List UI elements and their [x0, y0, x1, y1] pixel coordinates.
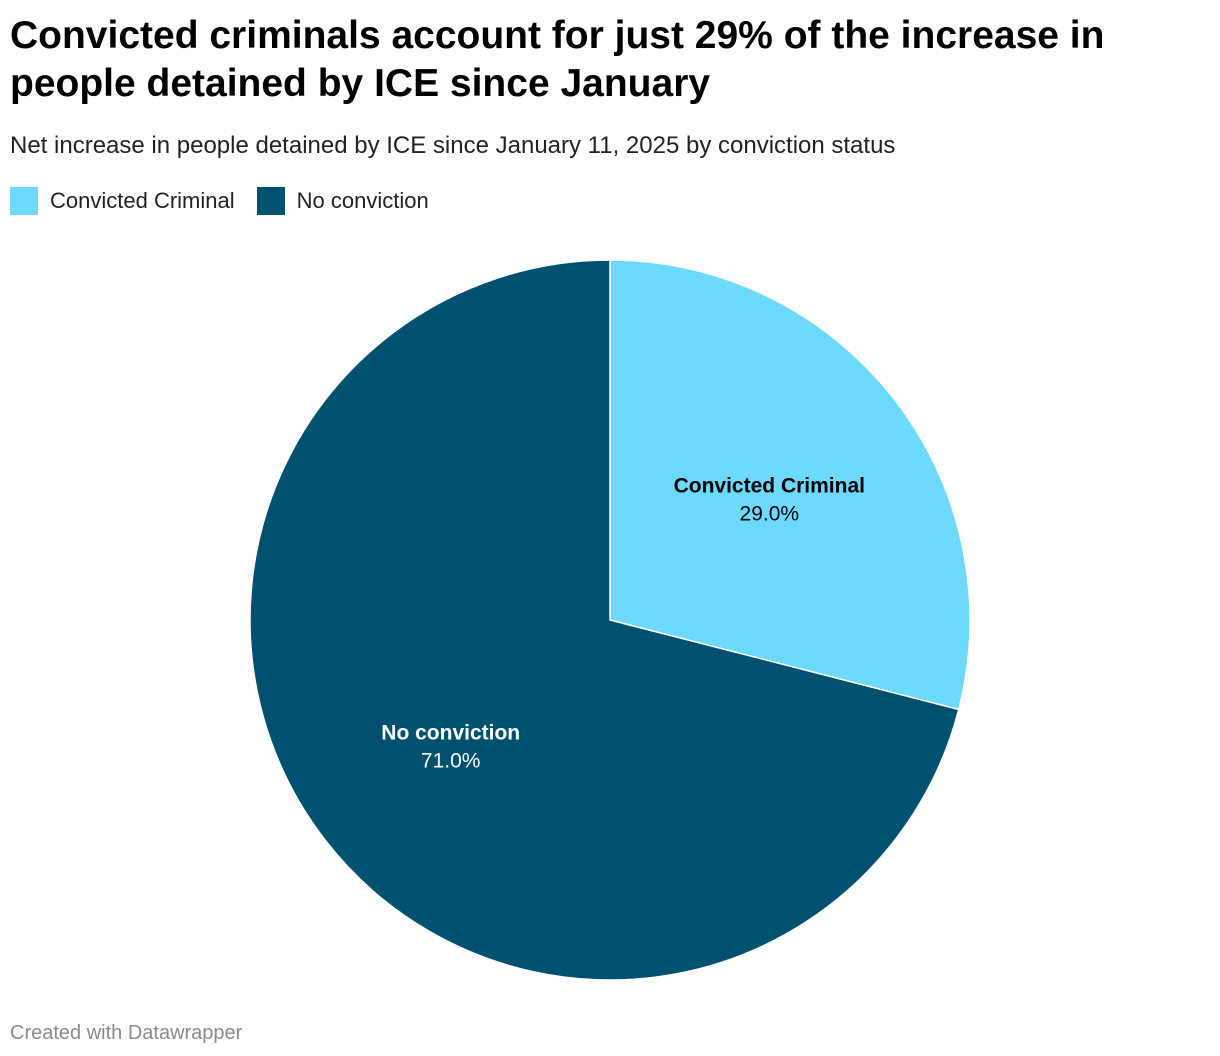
pie-labels: Convicted Criminal 29.0% No conviction 71.0… [381, 474, 865, 772]
legend: Convicted Criminal No conviction [10, 186, 451, 216]
pie-slices [249, 259, 971, 981]
pie-label-convicted-criminal: Convicted Criminal [674, 474, 865, 497]
chart-subtitle: Net increase in people detained by ICE s… [10, 132, 896, 159]
legend-item-convicted-criminal: Convicted Criminal [10, 186, 235, 216]
pie-label-no-conviction: No conviction [381, 722, 520, 745]
legend-label-convicted-criminal: Convicted Criminal [50, 188, 235, 213]
pie-value-no-conviction: 71.0% [421, 750, 481, 773]
pie-slice-convicted-criminal [609, 259, 971, 711]
legend-label-no-conviction: No conviction [296, 188, 429, 213]
legend-swatch-no-conviction [256, 187, 285, 215]
legend-swatch-convicted-criminal [10, 187, 38, 215]
pie-value-convicted-criminal: 29.0% [740, 502, 800, 525]
pie-slice-no-conviction [249, 259, 960, 981]
footer-credit: Created with Datawrapper [10, 1022, 243, 1044]
legend-item-no-conviction: No conviction [256, 186, 429, 216]
chart-title: Convicted criminals account for just 29%… [10, 14, 1105, 105]
